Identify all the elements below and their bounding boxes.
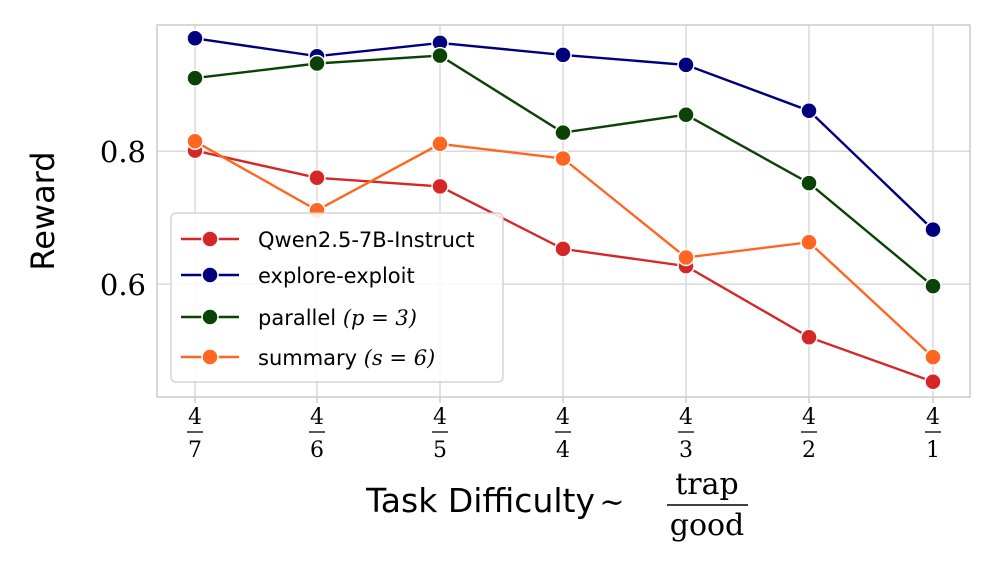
- x-axis-label-denominator: good: [670, 508, 745, 543]
- x-tick-numerator: 4: [188, 405, 202, 430]
- x-tick-numerator: 4: [433, 405, 447, 430]
- legend-label-math: (p = 3): [343, 306, 417, 330]
- legend-label: parallel (p = 3): [258, 306, 417, 330]
- x-tick-denominator: 7: [188, 438, 202, 463]
- data-point: [677, 56, 695, 74]
- x-tick-labels: 4 7 4 6 4 5 4 4 4 3 4 2 4 1: [187, 397, 941, 463]
- x-axis-label-text: Task Difficulty: [365, 481, 595, 520]
- data-point: [677, 105, 695, 124]
- legend-label-name: Qwen2.5-7B-Instruct: [258, 228, 475, 252]
- x-tick-numerator: 4: [556, 405, 570, 430]
- x-tick-denominator: 2: [802, 438, 816, 463]
- data-point: [800, 101, 818, 120]
- data-point: [924, 220, 942, 239]
- data-point: [308, 169, 326, 187]
- data-point: [431, 135, 449, 153]
- x-tick-numerator: 4: [679, 405, 693, 430]
- data-point: [800, 174, 818, 192]
- data-point: [800, 233, 818, 251]
- x-axis-label-tilde: ∼: [599, 485, 624, 520]
- legend-marker: [201, 308, 219, 326]
- data-point: [677, 248, 695, 267]
- legend-marker: [201, 348, 219, 366]
- x-tick-numerator: 4: [802, 405, 816, 430]
- legend-marker: [201, 266, 219, 284]
- legend-label-name: parallel: [258, 306, 343, 330]
- y-tick-labels: 0.6 0.8: [100, 135, 146, 302]
- x-axis-label-numerator: trap: [675, 467, 739, 502]
- legend-label-name: explore-exploit: [258, 264, 415, 288]
- data-point: [924, 372, 942, 391]
- x-axis-label: Task Difficulty ∼ trap good: [365, 467, 748, 543]
- data-point: [554, 46, 572, 64]
- data-point: [186, 69, 204, 87]
- data-point: [554, 123, 572, 142]
- legend-label-name: summary: [258, 346, 364, 370]
- legend: Qwen2.5-7B-Instruct explore-exploit parall…: [170, 212, 504, 383]
- data-point: [186, 29, 204, 48]
- legend-label-math: (s = 6): [364, 346, 435, 370]
- x-tick-numerator: 4: [310, 405, 324, 430]
- x-tick-denominator: 5: [433, 438, 447, 463]
- series-summary: [186, 132, 942, 366]
- y-tick-label: 0.8: [100, 135, 146, 169]
- data-point: [554, 149, 572, 168]
- legend-label: explore-exploit: [258, 264, 415, 288]
- x-tick-denominator: 1: [926, 438, 940, 463]
- x-tick-denominator: 4: [556, 438, 570, 463]
- y-tick-label: 0.6: [100, 268, 146, 302]
- x-tick-denominator: 6: [310, 438, 324, 463]
- data-point: [431, 46, 449, 65]
- data-point: [308, 54, 326, 73]
- legend-label: Qwen2.5-7B-Instruct: [258, 228, 475, 252]
- data-point: [924, 277, 942, 295]
- data-point: [431, 177, 449, 196]
- legend-label: summary (s = 6): [258, 346, 435, 370]
- series-lines: [186, 29, 942, 391]
- data-point: [924, 348, 942, 366]
- data-point: [186, 132, 204, 151]
- data-point: [800, 328, 818, 346]
- y-axis-label: Reward: [24, 151, 62, 270]
- legend-box: [170, 212, 504, 383]
- series-parallel: [186, 46, 942, 295]
- data-point: [554, 240, 572, 258]
- legend-marker: [201, 230, 219, 248]
- x-tick-denominator: 3: [679, 438, 693, 463]
- x-tick-numerator: 4: [926, 405, 940, 430]
